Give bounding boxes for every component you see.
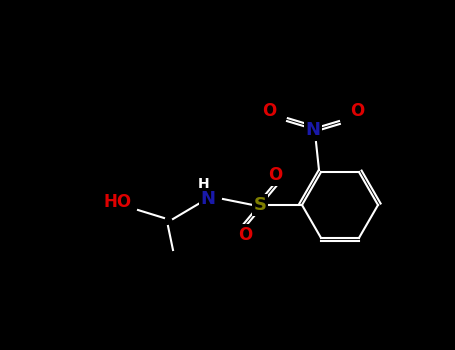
Text: HO: HO [104,193,132,211]
Text: O: O [268,166,282,184]
Text: N: N [305,121,320,139]
Text: H: H [198,177,210,191]
Text: O: O [238,226,252,244]
Text: O: O [262,102,276,120]
Text: N: N [201,190,216,208]
Text: O: O [350,102,364,120]
Text: S: S [253,196,267,214]
